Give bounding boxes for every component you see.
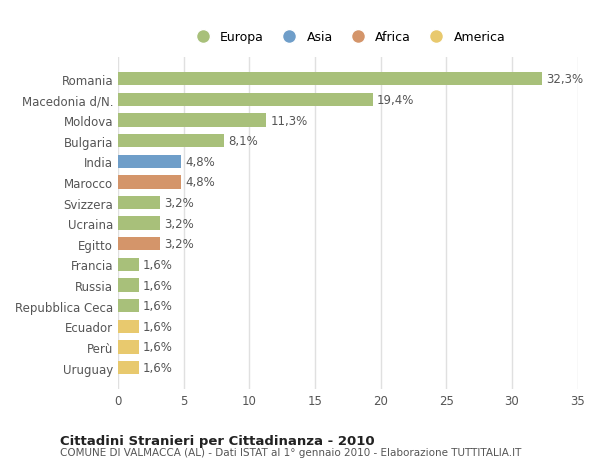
Legend: Europa, Asia, Africa, America: Europa, Asia, Africa, America <box>190 31 505 44</box>
Bar <box>118 320 139 333</box>
Text: 1,6%: 1,6% <box>143 279 173 292</box>
Text: 3,2%: 3,2% <box>164 238 194 251</box>
Bar <box>118 155 181 168</box>
Bar <box>118 176 181 189</box>
Bar <box>118 196 160 210</box>
Text: 3,2%: 3,2% <box>164 217 194 230</box>
Text: 8,1%: 8,1% <box>228 135 258 148</box>
Text: 11,3%: 11,3% <box>271 114 308 127</box>
Text: 32,3%: 32,3% <box>546 73 583 86</box>
Text: 4,8%: 4,8% <box>185 156 215 168</box>
Bar <box>118 238 160 251</box>
Bar <box>118 114 266 128</box>
Text: 1,6%: 1,6% <box>143 361 173 374</box>
Text: 1,6%: 1,6% <box>143 300 173 313</box>
Text: 1,6%: 1,6% <box>143 341 173 353</box>
Bar <box>118 299 139 313</box>
Bar <box>118 341 139 354</box>
Text: 1,6%: 1,6% <box>143 258 173 271</box>
Text: 19,4%: 19,4% <box>377 94 414 106</box>
Bar <box>118 94 373 107</box>
Bar <box>118 279 139 292</box>
Bar <box>118 217 160 230</box>
Bar <box>118 258 139 272</box>
Bar <box>118 134 224 148</box>
Text: 1,6%: 1,6% <box>143 320 173 333</box>
Text: Cittadini Stranieri per Cittadinanza - 2010: Cittadini Stranieri per Cittadinanza - 2… <box>60 434 374 447</box>
Text: COMUNE DI VALMACCA (AL) - Dati ISTAT al 1° gennaio 2010 - Elaborazione TUTTITALI: COMUNE DI VALMACCA (AL) - Dati ISTAT al … <box>60 448 521 458</box>
Text: 4,8%: 4,8% <box>185 176 215 189</box>
Text: 3,2%: 3,2% <box>164 196 194 210</box>
Bar <box>118 361 139 375</box>
Bar <box>118 73 542 86</box>
